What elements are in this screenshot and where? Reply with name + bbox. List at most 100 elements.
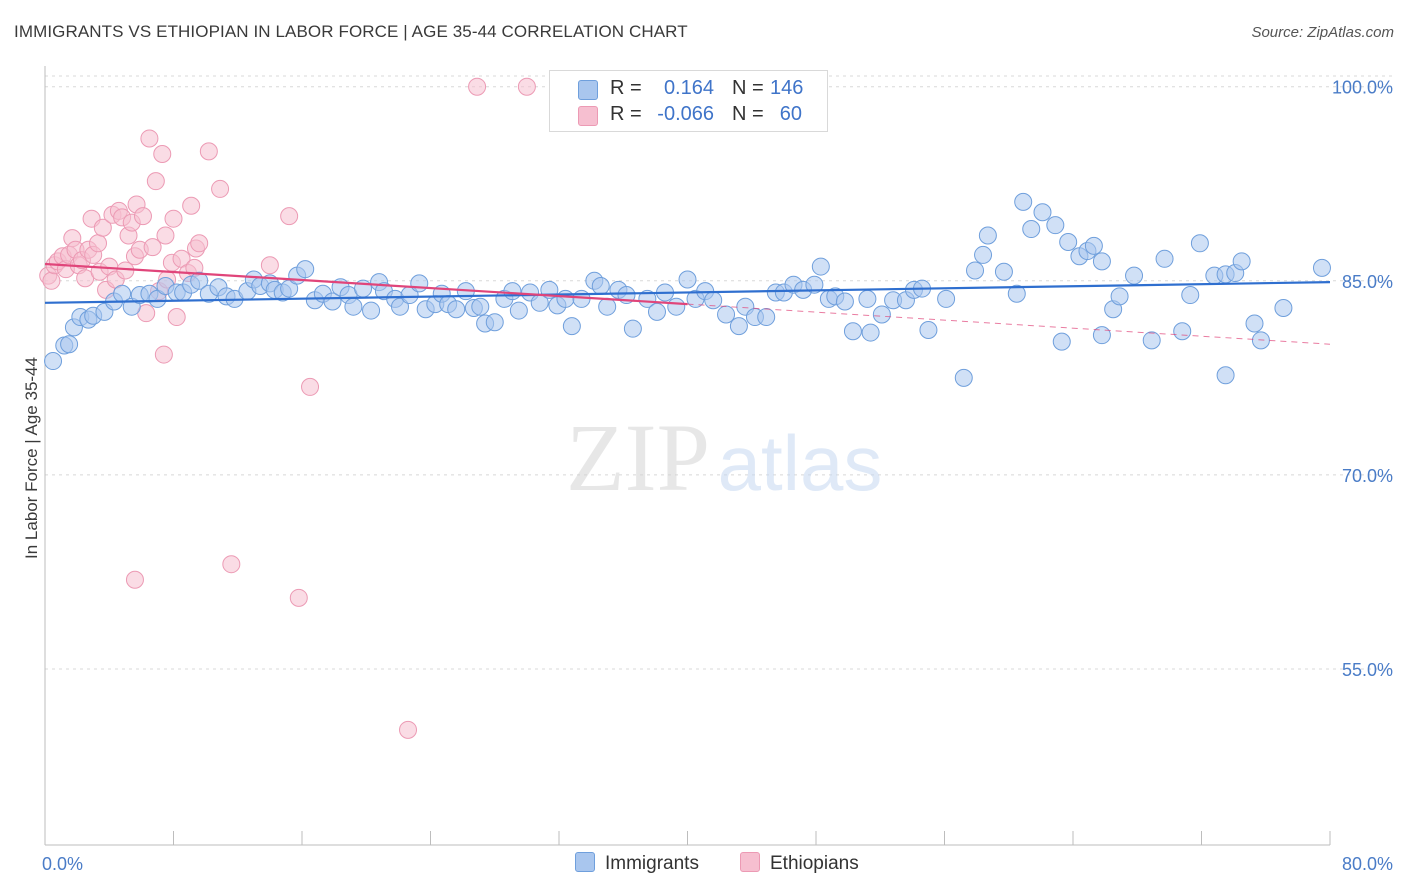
y-tick-label: 70.0% xyxy=(1342,466,1393,486)
immigrants-point xyxy=(994,262,1013,281)
grid-layer xyxy=(45,75,1392,670)
immigrants-point xyxy=(978,226,997,245)
immigrants-point xyxy=(447,300,466,319)
ethiopians-point xyxy=(146,172,165,191)
immigrants-legend-swatch xyxy=(575,852,595,872)
series-ethiopians xyxy=(39,77,536,739)
ethiopians-trend-line xyxy=(44,262,688,306)
watermark: ZIP atlas xyxy=(566,404,882,511)
ethiopians-legend-label: Ethiopians xyxy=(770,853,859,874)
immigrants-point xyxy=(805,275,824,294)
x-tick-label: 80.0% xyxy=(1342,854,1393,874)
ethiopians-point xyxy=(164,209,183,228)
immigrants-point xyxy=(1022,220,1041,239)
immigrants-point xyxy=(1007,284,1026,303)
r-value: -0.066 xyxy=(657,103,714,125)
immigrants-point xyxy=(410,274,429,293)
immigrants-legend-label: Immigrants xyxy=(605,853,699,874)
chart-source: Source: ZipAtlas.com xyxy=(1251,24,1394,41)
ethiopians-point xyxy=(140,129,159,148)
ethiopians-point xyxy=(399,720,418,739)
immigrants-point xyxy=(1092,326,1111,345)
immigrants-point xyxy=(1232,252,1251,271)
immigrants-point xyxy=(1155,249,1174,268)
n-label: N = xyxy=(732,77,764,99)
ethiopians-point xyxy=(289,588,308,607)
n-label: N = xyxy=(732,103,764,125)
immigrants-point xyxy=(148,289,167,308)
correlation-legend: R = 0.164 N = 146 R = -0.066 N = 60 xyxy=(549,70,828,132)
immigrants-point xyxy=(861,323,880,342)
immigrants-point xyxy=(1181,286,1200,305)
ethiopians-point xyxy=(182,196,201,215)
immigrants-point xyxy=(509,301,528,320)
immigrants-point xyxy=(678,270,697,289)
ethiopians-point xyxy=(89,234,108,253)
axes-layer xyxy=(44,66,1331,846)
immigrants-point xyxy=(1216,366,1235,385)
ethiopians-point xyxy=(517,77,536,96)
immigrants-point xyxy=(1190,234,1209,253)
chart-title: IMMIGRANTS VS ETHIOPIAN IN LABOR FORCE |… xyxy=(14,22,688,41)
immigrants-point xyxy=(1046,216,1065,235)
immigrants-point xyxy=(811,257,830,276)
immigrants-point xyxy=(1173,322,1192,341)
immigrants-point xyxy=(1312,258,1331,277)
ethiopians-swatch xyxy=(578,106,598,126)
ethiopians-point xyxy=(468,77,487,96)
legend-row-immigrants: R = 0.164 N = 146 xyxy=(550,76,827,102)
ethiopians-point xyxy=(143,238,162,257)
immigrants-point xyxy=(843,322,862,341)
immigrants-point xyxy=(966,261,985,280)
immigrants-point xyxy=(556,289,575,308)
immigrants-point xyxy=(598,297,617,316)
immigrants-point xyxy=(344,297,363,316)
immigrants-point xyxy=(717,305,736,324)
immigrants-point xyxy=(1084,236,1103,255)
immigrants-point xyxy=(667,297,686,316)
tick-labels: 55.0% 70.0% 85.0% 100.0% 0.0% 80.0% xyxy=(42,78,1393,874)
immigrants-point xyxy=(190,271,209,290)
immigrants-point xyxy=(1014,192,1033,211)
immigrants-point xyxy=(1125,266,1144,285)
ethiopians-trend-extension xyxy=(687,303,1331,345)
immigrants-point xyxy=(954,368,973,387)
immigrants-point xyxy=(919,320,938,339)
y-tick-label: 100.0% xyxy=(1332,78,1393,98)
series-immigrants xyxy=(44,192,1331,387)
immigrants-point xyxy=(296,260,315,279)
immigrants-point xyxy=(757,308,776,327)
ethiopians-point xyxy=(211,179,230,198)
ethiopians-point xyxy=(301,377,320,396)
ethiopians-point xyxy=(280,207,299,226)
immigrants-point xyxy=(974,245,993,264)
immigrants-point xyxy=(872,305,891,324)
immigrants-point xyxy=(858,289,877,308)
legend-ethiopians: Ethiopians xyxy=(740,852,859,875)
r-label: R = xyxy=(610,77,642,99)
immigrants-point xyxy=(1033,203,1052,222)
ethiopians-point xyxy=(93,218,112,237)
immigrants-point xyxy=(503,282,522,301)
ethiopians-legend-swatch xyxy=(740,852,760,872)
r-label: R = xyxy=(610,103,642,125)
x-tick-label: 0.0% xyxy=(42,854,83,874)
immigrants-point xyxy=(1142,331,1161,350)
immigrants-point xyxy=(835,292,854,311)
ethiopians-point xyxy=(260,256,279,275)
immigrants-trend-line xyxy=(44,281,1331,304)
watermark-zip: ZIP xyxy=(566,404,710,511)
immigrants-point xyxy=(1059,232,1078,251)
trend-layer xyxy=(44,262,1331,345)
immigrants-swatch xyxy=(578,80,598,100)
n-value: 60 xyxy=(779,103,802,125)
r-value: 0.164 xyxy=(663,77,714,99)
ethiopians-point xyxy=(167,308,186,327)
ethiopians-point xyxy=(190,234,209,253)
immigrants-point xyxy=(937,289,956,308)
immigrants-point xyxy=(1274,298,1293,317)
immigrants-point xyxy=(1110,287,1129,306)
immigrants-point xyxy=(623,319,642,338)
immigrants-point xyxy=(485,313,504,332)
watermark-atlas: atlas xyxy=(718,419,883,507)
